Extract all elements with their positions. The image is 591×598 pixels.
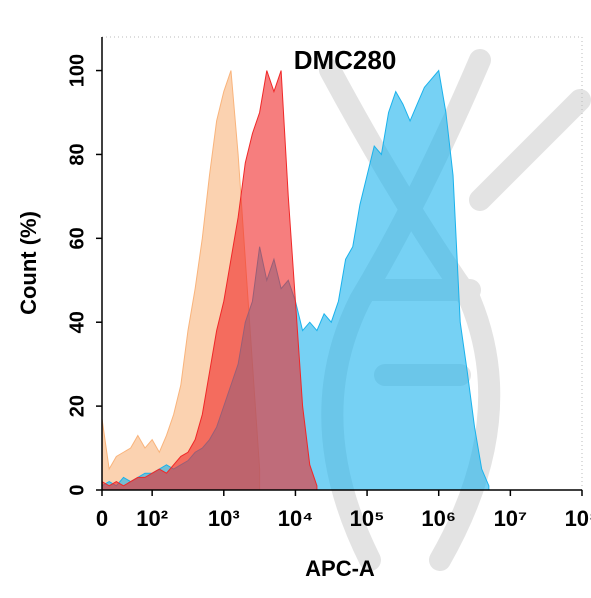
y-tick-label: 0 [66,484,88,495]
chart-title: DMC280 [294,45,397,75]
y-tick-label: 40 [66,311,88,333]
area [101,70,318,491]
x-tick-label: 10⁶ [421,506,456,531]
x-tick-label: 10⁴ [278,506,313,531]
x-axis-label: APC-A [305,556,375,581]
x-tick-label: 10⁵ [350,506,385,531]
area [101,69,490,491]
y-tick-label: 20 [66,395,88,417]
y-axis-label: Count (%) [16,211,41,315]
y-tick-label: 100 [66,54,88,87]
x-tick-label: 0 [96,506,108,531]
x-tick-label: 10⁸ [565,506,591,531]
y-tick-label: 80 [66,143,88,165]
y-tick-label: 60 [66,227,88,249]
x-tick-label: 10² [136,506,168,531]
x-tick-label: 10⁷ [494,506,528,531]
x-tick-label: 10³ [208,506,240,531]
